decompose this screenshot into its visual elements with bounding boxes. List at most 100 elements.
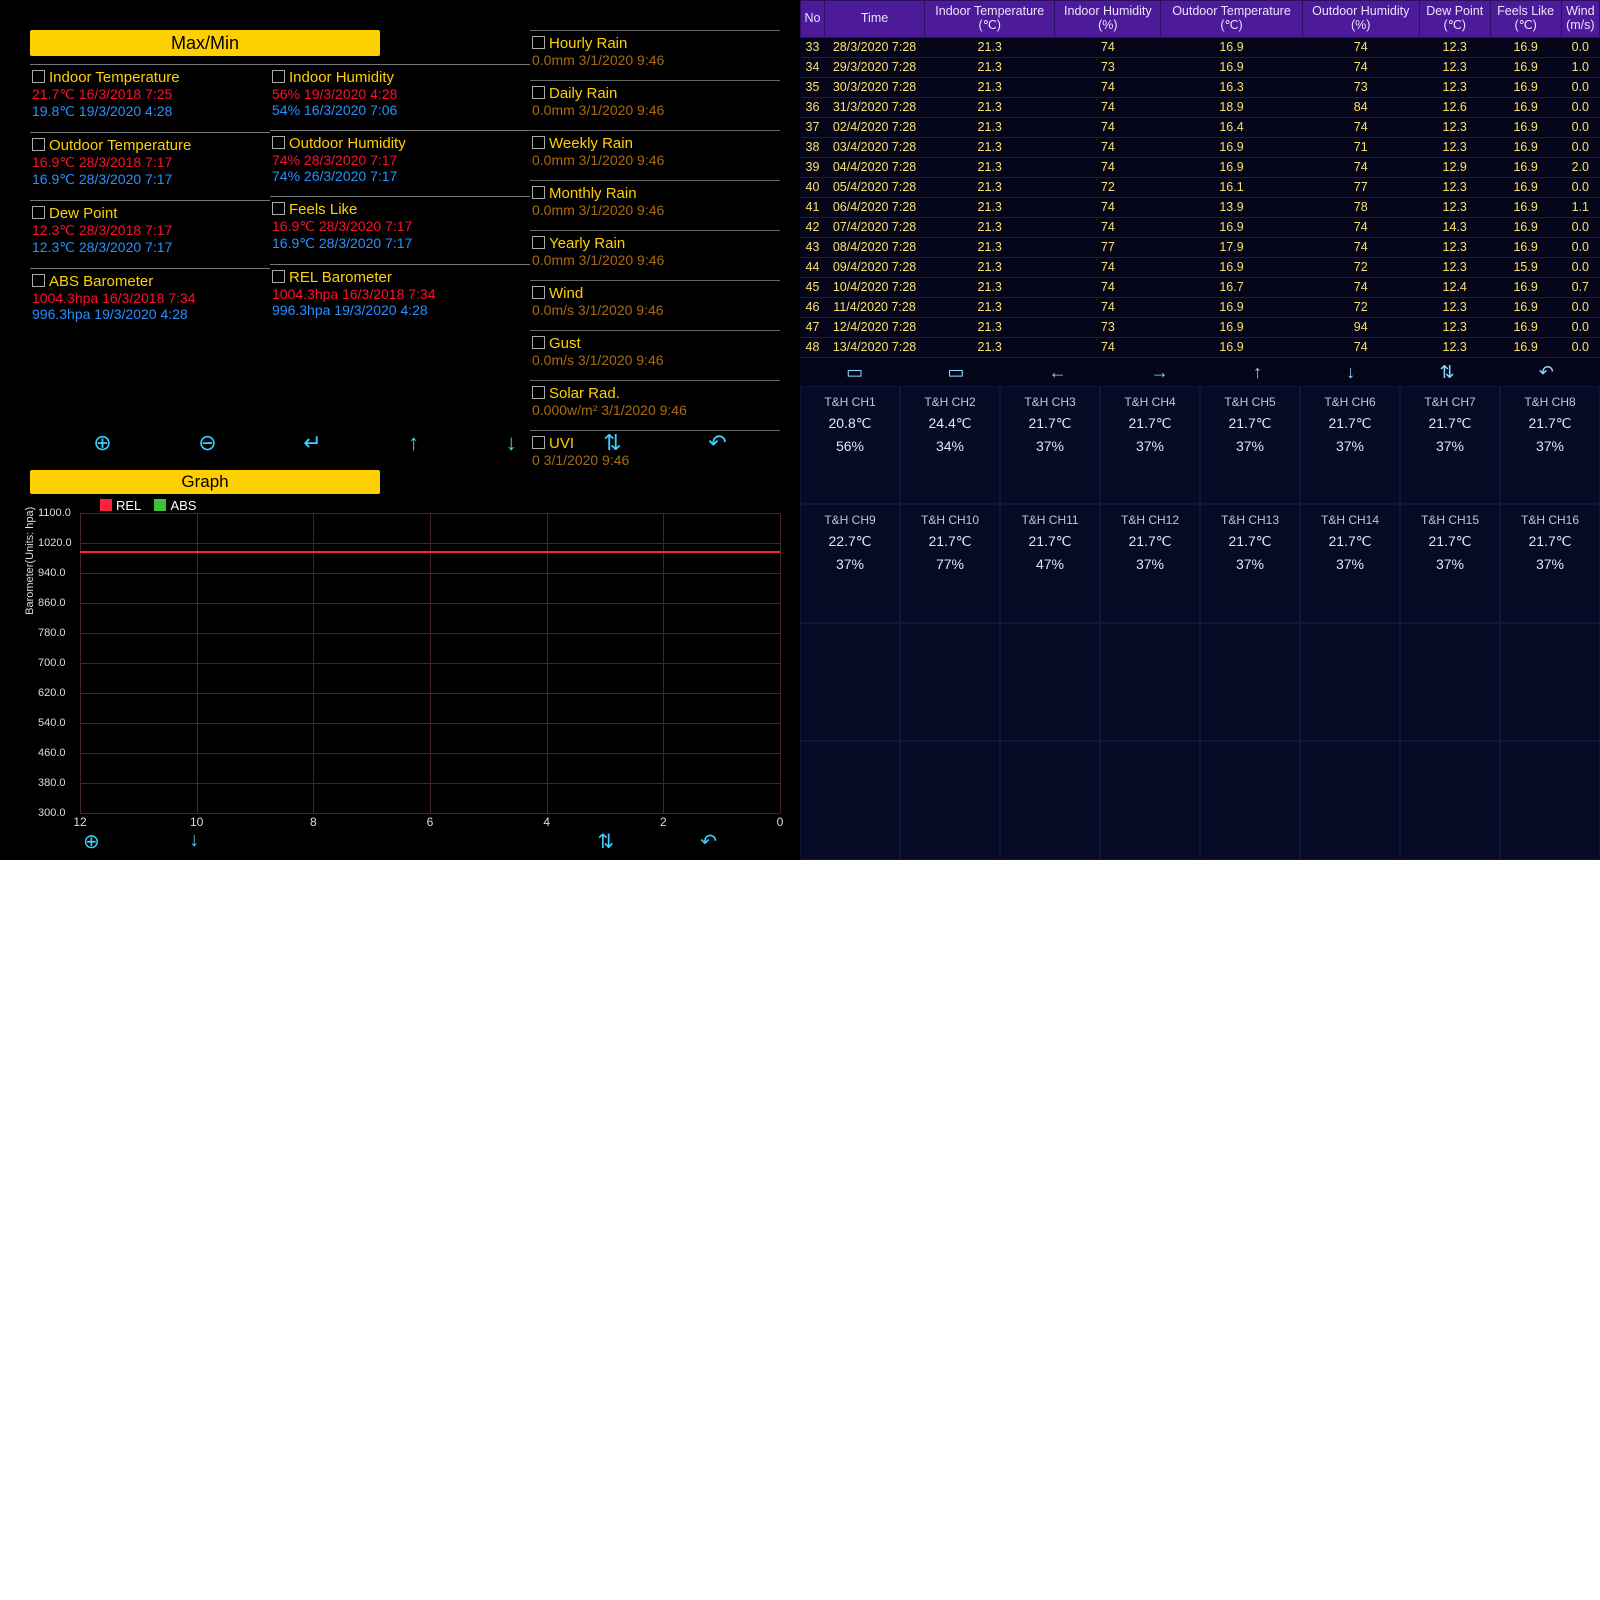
mm-indoor-hum[interactable]: Indoor Humidity 56% 19/3/2020 4:28 54% 1… <box>270 64 530 124</box>
mm-outdoor-temp[interactable]: Outdoor Temperature 16.9℃ 28/3/2018 7:17… <box>30 132 270 194</box>
table-row[interactable]: 3429/3/2020 7:2821.37316.97412.316.91.0 <box>801 57 1600 77</box>
table-row[interactable]: 4106/4/2020 7:2821.37413.97812.316.91.1 <box>801 197 1600 217</box>
channel-cell[interactable] <box>1300 623 1400 742</box>
channel-cell[interactable] <box>1000 623 1100 742</box>
undo-icon[interactable]: ↶ <box>708 430 726 456</box>
channel-cell[interactable]: T&H CH120.8℃56% <box>800 386 900 505</box>
zoom-in-icon[interactable]: ⊕ <box>93 430 111 456</box>
channel-cell[interactable]: T&H CH1521.7℃37% <box>1400 504 1500 623</box>
col-header[interactable]: Outdoor Humidity(%) <box>1302 1 1419 38</box>
col-header[interactable]: No <box>801 1 825 38</box>
up-icon[interactable]: ↑ <box>408 430 419 456</box>
col-header[interactable]: Indoor Temperature(℃) <box>925 1 1055 38</box>
calendar-icon[interactable]: ▭ <box>947 362 964 383</box>
table-row[interactable]: 4207/4/2020 7:2821.37416.97414.316.90.0 <box>801 217 1600 237</box>
channel-cell[interactable]: T&H CH1321.7℃37% <box>1200 504 1300 623</box>
mm-indoor-temp[interactable]: Indoor Temperature 21.7℃ 16/3/2018 7:25 … <box>30 64 270 126</box>
channel-cell[interactable] <box>1500 741 1600 860</box>
col-header[interactable]: Dew Point(℃) <box>1419 1 1490 38</box>
channel-cell[interactable]: T&H CH621.7℃37% <box>1300 386 1400 505</box>
cell: 1.1 <box>1561 197 1599 217</box>
table-row[interactable]: 3904/4/2020 7:2821.37416.97412.916.92.0 <box>801 157 1600 177</box>
channel-cell[interactable] <box>900 623 1000 742</box>
down-icon[interactable]: ↓ <box>143 829 246 854</box>
mm-gust[interactable]: Gust0.0m/s 3/1/2020 9:46 <box>530 330 780 374</box>
sort-icon[interactable]: ⇅ <box>1439 362 1454 383</box>
mm-weekly-rain[interactable]: Weekly Rain0.0mm 3/1/2020 9:46 <box>530 130 780 174</box>
channel-cell[interactable] <box>1100 623 1200 742</box>
table-row[interactable]: 4611/4/2020 7:2821.37416.97212.316.90.0 <box>801 297 1600 317</box>
col-header[interactable]: Outdoor Temperature(℃) <box>1161 1 1302 38</box>
mm-monthly-rain[interactable]: Monthly Rain0.0mm 3/1/2020 9:46 <box>530 180 780 224</box>
col-header[interactable]: Time <box>825 1 925 38</box>
channel-cell[interactable]: T&H CH821.7℃37% <box>1500 386 1600 505</box>
mm-solar[interactable]: Solar Rad.0.000w/m² 3/1/2020 9:46 <box>530 380 780 424</box>
channel-cell[interactable] <box>1400 623 1500 742</box>
channel-cell[interactable]: T&H CH721.7℃37% <box>1400 386 1500 505</box>
channel-cell[interactable] <box>800 741 900 860</box>
channel-cell[interactable]: T&H CH1021.7℃77% <box>900 504 1000 623</box>
-icon[interactable] <box>451 829 554 854</box>
zoom-out-icon[interactable]: ⊖ <box>198 430 216 456</box>
mm-hourly-rain[interactable]: Hourly Rain0.0mm 3/1/2020 9:46 <box>530 30 780 74</box>
channel-cell[interactable] <box>1200 741 1300 860</box>
channel-cell[interactable]: T&H CH922.7℃37% <box>800 504 900 623</box>
sort-icon[interactable]: ⇅ <box>603 430 621 456</box>
sort-icon[interactable]: ⇅ <box>554 829 657 854</box>
table-row[interactable]: 3702/4/2020 7:2821.37416.47412.316.90.0 <box>801 117 1600 137</box>
channel-cell[interactable] <box>900 741 1000 860</box>
channel-cell[interactable] <box>1400 741 1500 860</box>
left-icon[interactable]: ← <box>1049 362 1067 383</box>
undo-icon[interactable]: ↶ <box>1539 362 1554 383</box>
undo-icon[interactable]: ↶ <box>657 829 760 854</box>
channel-cell[interactable]: T&H CH1221.7℃37% <box>1100 504 1200 623</box>
mm-daily-rain[interactable]: Daily Rain0.0mm 3/1/2020 9:46 <box>530 80 780 124</box>
col-header[interactable]: Feels Like(℃) <box>1490 1 1561 38</box>
channel-cell[interactable] <box>1300 741 1400 860</box>
channel-cell[interactable] <box>1500 623 1600 742</box>
-icon[interactable] <box>349 829 452 854</box>
mm-wind[interactable]: Wind0.0m/s 3/1/2020 9:46 <box>530 280 780 324</box>
channel-cell[interactable]: T&H CH224.4℃34% <box>900 386 1000 505</box>
channel-cell[interactable]: T&H CH321.7℃37% <box>1000 386 1100 505</box>
cell: 07/4/2020 7:28 <box>825 217 925 237</box>
-icon[interactable] <box>246 829 349 854</box>
table-row[interactable]: 4712/4/2020 7:2821.37316.99412.316.90.0 <box>801 317 1600 337</box>
channel-name: T&H CH4 <box>1101 395 1199 409</box>
col-header[interactable]: Wind(m/s) <box>1561 1 1599 38</box>
mm-outdoor-hum[interactable]: Outdoor Humidity 74% 28/3/2020 7:17 74% … <box>270 130 530 190</box>
table-row[interactable]: 4813/4/2020 7:2821.37416.97412.316.90.0 <box>801 337 1600 357</box>
enter-icon[interactable]: ↵ <box>303 430 321 456</box>
mm-feels[interactable]: Feels Like 16.9℃ 28/3/2020 7:17 16.9℃ 28… <box>270 196 530 258</box>
table-row[interactable]: 4409/4/2020 7:2821.37416.97212.315.90.0 <box>801 257 1600 277</box>
table-row[interactable]: 4005/4/2020 7:2821.37216.17712.316.90.0 <box>801 177 1600 197</box>
mm-rel[interactable]: REL Barometer 1004.3hpa 16/3/2018 7:34 9… <box>270 264 530 324</box>
zoom-in-icon[interactable]: ⊕ <box>40 829 143 854</box>
mm-abs[interactable]: ABS Barometer 1004.3hpa 16/3/2018 7:34 9… <box>30 268 270 328</box>
table-row[interactable]: 3328/3/2020 7:2821.37416.97412.316.90.0 <box>801 37 1600 57</box>
right-icon[interactable]: → <box>1151 362 1169 383</box>
channel-cell[interactable] <box>1000 741 1100 860</box>
channel-cell[interactable]: T&H CH421.7℃37% <box>1100 386 1200 505</box>
mm-yearly-rain[interactable]: Yearly Rain0.0mm 3/1/2020 9:46 <box>530 230 780 274</box>
down-icon[interactable]: ↓ <box>1346 362 1355 383</box>
channel-cell[interactable]: T&H CH1121.7℃47% <box>1000 504 1100 623</box>
cell: 74 <box>1055 77 1161 97</box>
table-row[interactable]: 3631/3/2020 7:2821.37418.98412.616.90.0 <box>801 97 1600 117</box>
table-row[interactable]: 4308/4/2020 7:2821.37717.97412.316.90.0 <box>801 237 1600 257</box>
channel-cell[interactable]: T&H CH1621.7℃37% <box>1500 504 1600 623</box>
table-row[interactable]: 3803/4/2020 7:2821.37416.97112.316.90.0 <box>801 137 1600 157</box>
channel-cell[interactable]: T&H CH1421.7℃37% <box>1300 504 1400 623</box>
list-icon[interactable]: ▭ <box>846 362 863 383</box>
down-icon[interactable]: ↓ <box>506 430 517 456</box>
col-header[interactable]: Indoor Humidity(%) <box>1055 1 1161 38</box>
channel-cell[interactable] <box>800 623 900 742</box>
channel-cell[interactable] <box>1200 623 1300 742</box>
channel-cell[interactable] <box>1100 741 1200 860</box>
table-row[interactable]: 3530/3/2020 7:2821.37416.37312.316.90.0 <box>801 77 1600 97</box>
channel-cell[interactable]: T&H CH521.7℃37% <box>1200 386 1300 505</box>
up-icon[interactable]: ↑ <box>1253 362 1262 383</box>
table-row[interactable]: 4510/4/2020 7:2821.37416.77412.416.90.7 <box>801 277 1600 297</box>
cell: 21.3 <box>925 237 1055 257</box>
mm-dew[interactable]: Dew Point 12.3℃ 28/3/2018 7:17 12.3℃ 28/… <box>30 200 270 262</box>
